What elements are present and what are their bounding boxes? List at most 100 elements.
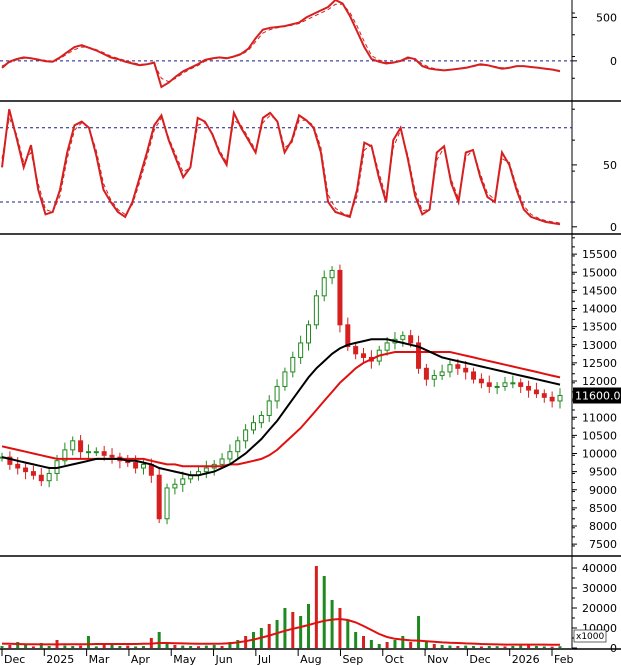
candle-body [447,364,453,373]
y-tick-label: 13500 [582,321,617,334]
candle-body [46,472,52,482]
volume-bar [220,646,224,648]
volume-bar [204,645,208,648]
x-tick-label: May [173,653,196,665]
candle-body [62,449,68,462]
candle-body [557,395,563,402]
y-tick-label: 12500 [582,357,617,370]
volume-bar [299,616,303,648]
moving-average-black [1,338,561,477]
volume-bar [369,640,373,648]
volume-bar [527,645,531,648]
candle-body [101,451,107,456]
volume-bar [440,645,444,648]
candle-body [203,467,209,473]
y-tick-label: 10500 [582,429,617,442]
volume-bar [495,646,499,648]
y-tick-label: 50 [603,159,617,172]
candle-body [274,385,280,402]
signal-line [1,114,561,224]
x-tick-label: Apr [131,653,151,665]
volume-bar [63,645,67,648]
candle-body [156,474,162,520]
candle-body [70,440,76,451]
x-tick-label: Sep [342,653,363,665]
x-axis: Dec 2025 Mar Apr May Jun Jul Aug Sep Oct Nov Dec 202… [1,649,573,665]
candle-body [140,463,146,469]
volume-bar [157,632,161,648]
candle-body [7,456,13,465]
candle-body [455,364,461,369]
y-tick-label: 8500 [589,502,617,515]
candle-body [282,371,288,387]
candle-body [384,342,390,351]
x-tick-label: Feb [554,653,573,665]
candle-body [258,414,264,424]
y-tick-label: 14500 [582,284,617,297]
candle-body [172,483,178,489]
oscillator-line [1,0,561,89]
y-tick-label: 0 [610,55,617,68]
candle-body [133,462,139,469]
y-tick-label: 40000 [582,562,617,575]
volume-bar [542,646,546,648]
volume-bar [550,646,554,648]
volume-bar [456,646,460,648]
y-tick-label: 0 [610,221,617,234]
volume-bar [196,646,200,648]
volume-bar [8,645,12,648]
candle-body [298,342,304,358]
y-tick-label: 9000 [589,484,617,497]
candle-body [180,478,186,485]
x-tick-label: Dec [4,653,25,665]
oscillator-top-panel: 500 0 [0,0,617,89]
x-tick-label: Oct [385,653,405,665]
last-price-tag [573,387,621,404]
candle-body [329,269,335,279]
volume-bar [0,646,4,648]
volume-bar [393,640,397,648]
volume-bar [401,636,405,648]
price-panel: 15500 15000 14500 14000 13500 13000 12500 12000… [0,237,621,551]
candle-body [164,487,170,520]
volume-bar [291,612,295,648]
volume-bar [487,646,491,648]
candle-body [353,346,359,355]
candle-body [266,400,272,416]
x-tick-label: Mar [89,653,110,665]
volume-bar [472,646,476,648]
volume-bar [236,640,240,648]
volume-unit-label: x1000 [576,632,605,642]
candle-body [306,324,312,344]
volume-bar [417,616,421,648]
candle-body [235,440,241,453]
candle-body [15,463,21,469]
volume-bar [448,645,452,648]
panel-borders [0,0,621,650]
candle-body [109,454,115,458]
volume-bar [47,646,51,648]
candle-body [463,367,469,373]
y-tick-label: 500 [596,11,617,24]
volume-moving-average [1,617,560,646]
candle-body [219,458,225,465]
candle-body [321,277,327,297]
candle-body [549,396,555,402]
volume-bar [409,642,413,648]
candle-body [431,375,437,380]
volume-bar [354,632,358,648]
volume-bar [534,646,538,648]
volume-bar [24,645,28,648]
volume-bar [165,644,169,648]
y-tick-label: 20000 [582,602,617,615]
y-tick-label: 14000 [582,303,617,316]
volume-bar [377,644,381,648]
y-tick-label: 0 [610,642,617,655]
candle-body [486,382,492,387]
candle-body [250,422,256,431]
volume-bar [558,646,562,648]
candle-body [30,471,36,476]
volume-bar [79,645,83,648]
y-tick-label: 12000 [582,375,617,388]
